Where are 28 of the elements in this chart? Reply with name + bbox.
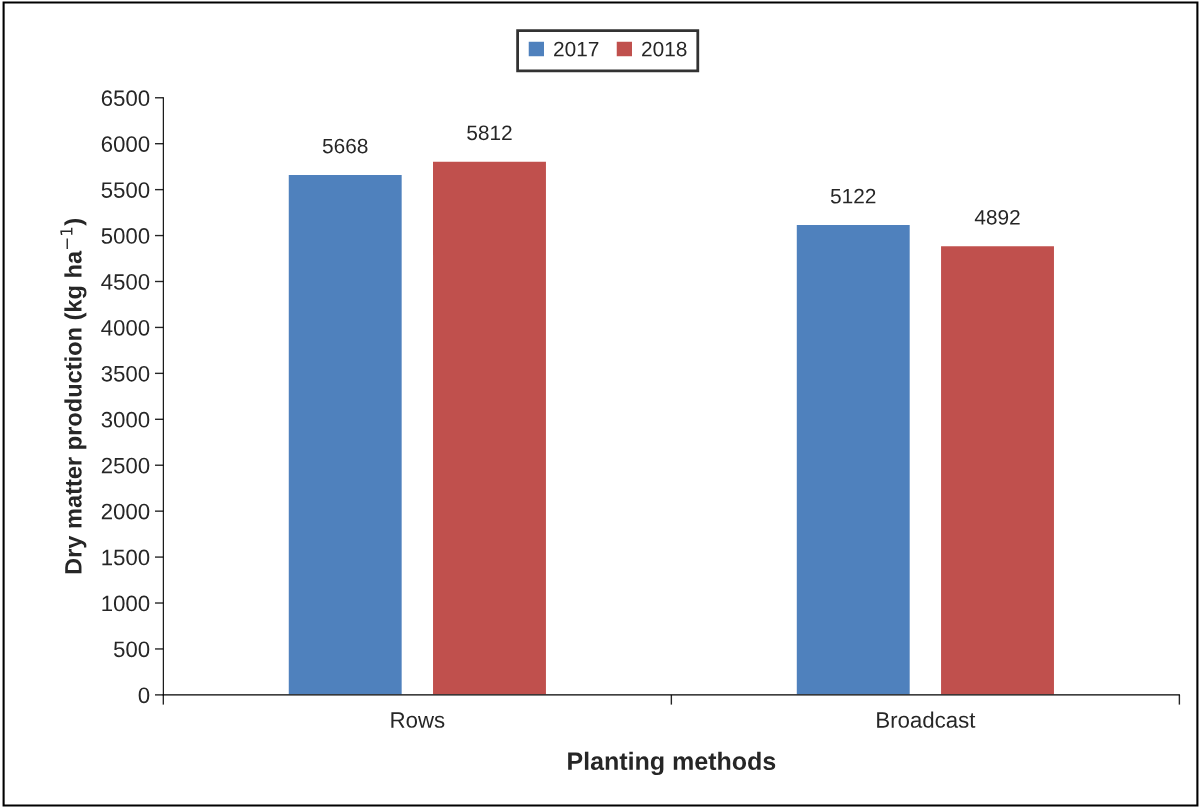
bar: [287, 173, 404, 695]
y-tick-label: 2000: [101, 503, 150, 520]
x-tick-label: Rows: [391, 712, 445, 728]
x-tick-label: Broadcast: [877, 711, 976, 728]
y-tick-label: 4000: [101, 319, 150, 336]
data-label: 4892: [974, 209, 1020, 225]
bar: [795, 223, 912, 695]
y-tick-label: 6000: [101, 136, 150, 152]
bar: [431, 160, 548, 695]
y-tick-label: 5500: [101, 182, 150, 198]
bar: [939, 244, 1056, 695]
y-axis-title: Dry matter production (kg ha$^{−1}$): [60, 218, 87, 574]
y-tick-label: 1000: [102, 595, 150, 612]
data-label: 5668: [322, 138, 368, 154]
y-tick-label: 500: [113, 641, 150, 658]
y-tick-label: 4500: [101, 274, 150, 290]
y-tick-label: 1500: [102, 549, 150, 566]
y-tick-label: 2500: [101, 457, 150, 474]
y-tick-label: 0: [138, 687, 150, 704]
x-axis-title: Planting methods: [568, 751, 776, 776]
data-label: 5812: [467, 125, 512, 141]
legend-label: 2018: [642, 41, 687, 57]
y-tick-label: 3000: [101, 411, 150, 428]
y-tick-label: 6500: [101, 90, 150, 107]
y-tick-label: 5000: [101, 228, 150, 244]
y-tick-label: 3500: [101, 365, 150, 382]
legend-label: 2017: [554, 41, 599, 57]
data-label: 5122: [830, 188, 876, 204]
